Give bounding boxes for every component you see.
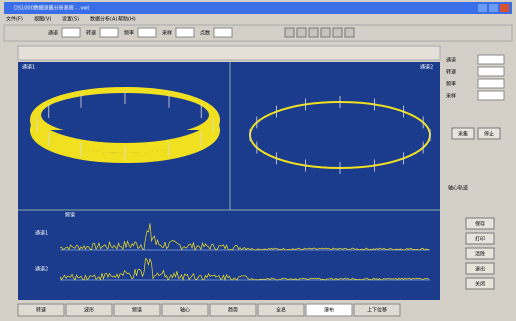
- field-label: 频率: [446, 81, 456, 88]
- field-label: 通道: [446, 57, 456, 64]
- button-label: 打印: [475, 236, 485, 243]
- button[interactable]: [465, 217, 495, 230]
- tab[interactable]: [305, 303, 353, 317]
- field-input[interactable]: [477, 90, 505, 101]
- tab[interactable]: [161, 303, 209, 317]
- tab[interactable]: [209, 303, 257, 317]
- tool-icon[interactable]: [320, 27, 331, 38]
- toolbar-input[interactable]: [213, 27, 233, 38]
- tool-icon[interactable]: [284, 27, 295, 38]
- button-label: 停止: [484, 131, 494, 138]
- tab-label: 频谱: [132, 307, 142, 314]
- plot-label: 通道1: [22, 64, 35, 71]
- tab-label: 转速: [36, 307, 46, 314]
- button[interactable]: [477, 127, 501, 140]
- toolbar: [3, 24, 513, 42]
- tab-label: 趋势: [228, 307, 238, 314]
- button[interactable]: [465, 262, 495, 275]
- button[interactable]: [465, 277, 495, 290]
- toolbar-input[interactable]: [61, 27, 81, 38]
- toolbar-label: 点数: [200, 30, 210, 37]
- tab-label: 全息: [276, 307, 286, 314]
- tab[interactable]: [17, 303, 65, 317]
- button-label: 关闭: [475, 281, 485, 288]
- menu-item[interactable]: 帮助(H): [118, 16, 136, 23]
- toolbar-input[interactable]: [99, 27, 119, 38]
- min-button[interactable]: [478, 4, 487, 12]
- param-row: [17, 45, 441, 61]
- tool-icon[interactable]: [308, 27, 319, 38]
- field-label: 采样: [446, 93, 456, 100]
- toolbar-input[interactable]: [137, 27, 157, 38]
- field-label: 转速: [446, 69, 456, 76]
- tab-label: 波形: [84, 307, 94, 314]
- title-bar: [4, 2, 512, 14]
- toolbar-label: 转速: [86, 30, 96, 37]
- toolbar-label: 通道: [48, 30, 58, 37]
- button[interactable]: [465, 232, 495, 245]
- max-button[interactable]: [489, 4, 498, 12]
- tab[interactable]: [257, 303, 305, 317]
- plot-label: 频谱: [65, 212, 75, 219]
- toolbar-label: 频率: [124, 30, 134, 37]
- field-input[interactable]: [477, 78, 505, 89]
- button-label: 清除: [475, 251, 485, 258]
- field-input[interactable]: [477, 66, 505, 77]
- trace-label: 通道2: [35, 266, 48, 273]
- trace-label: 通道1: [35, 230, 48, 237]
- plot-label: 通道2: [420, 64, 433, 71]
- field-input[interactable]: [477, 54, 505, 65]
- close-button[interactable]: [500, 4, 509, 12]
- button-label: 采集: [458, 131, 468, 138]
- tab[interactable]: [353, 303, 401, 317]
- toolbar-input[interactable]: [175, 27, 195, 38]
- menu-item[interactable]: 数据分析(A): [90, 16, 117, 23]
- button-label: 退出: [475, 266, 485, 273]
- menu-item[interactable]: 设置(S): [62, 16, 79, 23]
- tool-icon[interactable]: [332, 27, 343, 38]
- tool-icon[interactable]: [296, 27, 307, 38]
- tab-label: 瀑布: [324, 307, 334, 314]
- tab[interactable]: [65, 303, 113, 317]
- tool-icon[interactable]: [344, 27, 355, 38]
- section-label: 轴心轨迹: [448, 185, 468, 192]
- menu-item[interactable]: 视图(V): [34, 16, 51, 23]
- tab-label: 轴心: [180, 307, 190, 314]
- button[interactable]: [451, 127, 475, 140]
- spectrum-trace: [59, 223, 430, 251]
- window-title: DS1000数据采集分析系统 - .vwt: [14, 5, 89, 12]
- button[interactable]: [465, 247, 495, 260]
- tab-label: 上下位移: [367, 307, 387, 314]
- orbit-inner: [41, 93, 209, 137]
- menu-item[interactable]: 文件(F): [6, 16, 23, 23]
- tab[interactable]: [113, 303, 161, 317]
- toolbar-label: 采样: [162, 30, 172, 37]
- button-label: 保存: [475, 221, 485, 228]
- spectrum-trace: [59, 257, 430, 282]
